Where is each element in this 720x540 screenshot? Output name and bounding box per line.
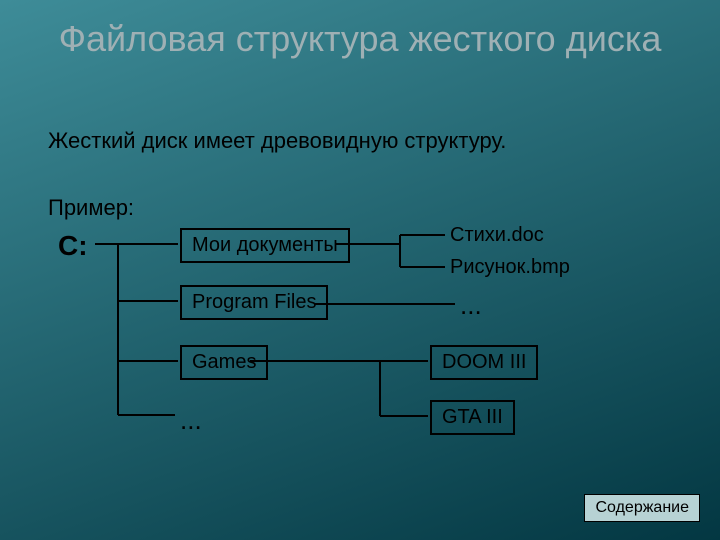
file-stihi: Стихи.doc: [450, 224, 544, 247]
node-gta: GTA III: [430, 400, 515, 435]
node-program-files: Program Files: [180, 285, 328, 320]
slide-title: Файловая структура жесткого диска: [0, 18, 720, 59]
node-doom: DOOM III: [430, 345, 538, 380]
contents-button[interactable]: Содержание: [584, 494, 700, 522]
node-my-documents: Мои документы: [180, 228, 350, 263]
file-risunok: Рисунок.bmp: [450, 256, 570, 279]
example-label: Пример:: [48, 195, 134, 221]
tree-root: С:: [58, 230, 88, 262]
slide-subtitle: Жесткий диск имеет древовидную структуру…: [48, 128, 506, 154]
ellipsis-program-files: ...: [460, 290, 482, 321]
node-games: Games: [180, 345, 268, 380]
tree-connectors: [0, 0, 720, 540]
ellipsis-root: ...: [180, 405, 202, 436]
